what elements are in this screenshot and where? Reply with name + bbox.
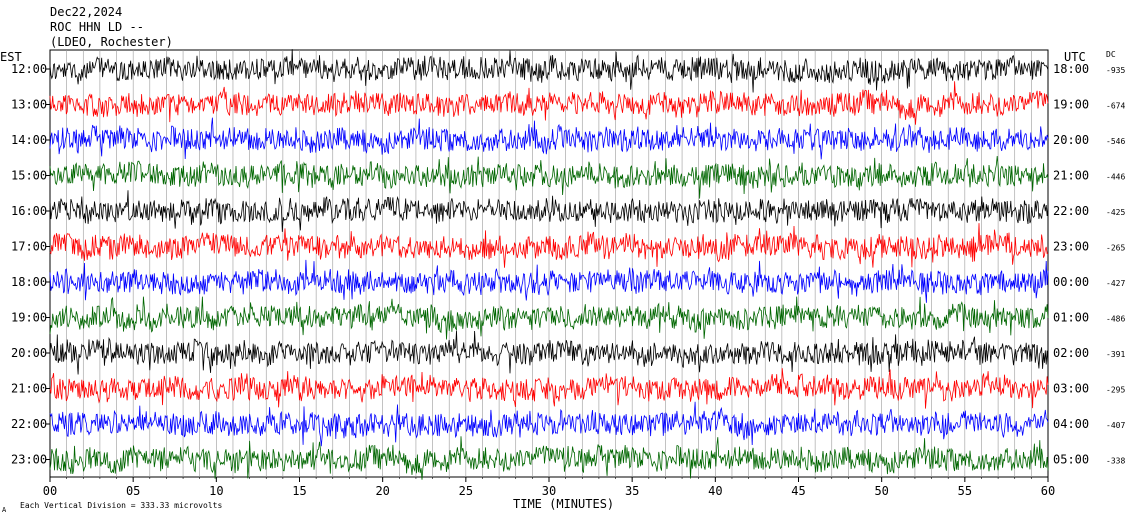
x-tick-label: 00 — [43, 484, 57, 498]
x-tick-label: 30 — [542, 484, 556, 498]
x-axis-title: TIME (MINUTES) — [513, 497, 614, 511]
x-tick-label: 60 — [1041, 484, 1055, 498]
utc-label: 01:00 — [1053, 311, 1089, 325]
row-labels: 12:00 18:00 -935 13:00 19:00 -674 14:00 20:00 -5… — [11, 62, 1125, 467]
header-location: (LDEO, Rochester) — [50, 35, 173, 49]
trace-2300 — [49, 436, 1049, 480]
dc-value: -338 — [1106, 457, 1125, 466]
utc-label: 22:00 — [1053, 204, 1089, 218]
dc-value: -391 — [1106, 350, 1125, 359]
dc-value: -425 — [1106, 208, 1125, 217]
trace-1900 — [49, 296, 1049, 340]
header-date: Dec22,2024 — [50, 5, 122, 19]
x-tick-label: 40 — [708, 484, 722, 498]
est-label: 17:00 — [11, 240, 47, 254]
est-label: 22:00 — [11, 417, 47, 431]
utc-label: 03:00 — [1053, 382, 1089, 396]
est-label: 23:00 — [11, 453, 47, 467]
left-axis-label: EST — [0, 50, 22, 64]
trace-1300 — [49, 81, 1049, 125]
trace-1800 — [49, 259, 1049, 303]
dc-value: -674 — [1106, 102, 1125, 111]
footer-mark: A — [2, 506, 7, 514]
dc-value: -486 — [1106, 315, 1125, 324]
x-tick-label: 15 — [292, 484, 306, 498]
dc-value: -407 — [1106, 421, 1125, 430]
dc-value: -446 — [1106, 173, 1125, 182]
scale-note: Each Vertical Division = 333.33 microvol… — [20, 501, 222, 510]
x-tick-label: 20 — [375, 484, 389, 498]
est-label: 18:00 — [11, 275, 47, 289]
est-label: 14:00 — [11, 133, 47, 147]
trace-2100 — [49, 368, 1049, 409]
x-tick-label: 55 — [958, 484, 972, 498]
right-axis-label: UTC — [1064, 50, 1086, 64]
utc-label: 04:00 — [1053, 417, 1089, 431]
utc-label: 02:00 — [1053, 346, 1089, 360]
est-label: 20:00 — [11, 346, 47, 360]
dc-value: -295 — [1106, 386, 1125, 395]
dc-value: -546 — [1106, 137, 1125, 146]
utc-label: 19:00 — [1053, 98, 1089, 112]
dc-value: -427 — [1106, 279, 1125, 288]
utc-label: 00:00 — [1053, 275, 1089, 289]
trace-1500 — [49, 155, 1049, 199]
utc-label: 05:00 — [1053, 453, 1089, 467]
est-label: 21:00 — [11, 382, 47, 396]
trace-2000 — [49, 330, 1049, 375]
est-label: 16:00 — [11, 204, 47, 218]
dc-value: -935 — [1106, 66, 1125, 75]
utc-label: 20:00 — [1053, 133, 1089, 147]
utc-label: 23:00 — [1053, 240, 1089, 254]
est-label: 13:00 — [11, 98, 47, 112]
trace-1700 — [49, 223, 1049, 268]
minute-grid — [66, 50, 1032, 477]
x-tick-label: 45 — [791, 484, 805, 498]
trace-1400 — [49, 117, 1049, 160]
utc-label: 21:00 — [1053, 169, 1089, 183]
est-label: 12:00 — [11, 62, 47, 76]
dc-label: DC — [1106, 50, 1116, 59]
x-tick-label: 10 — [209, 484, 223, 498]
trace-2200 — [49, 401, 1049, 447]
est-label: 15:00 — [11, 169, 47, 183]
dc-value: -265 — [1106, 244, 1125, 253]
trace-layer — [49, 49, 1049, 480]
header-station: ROC HHN LD -- — [50, 20, 144, 34]
x-tick-label: 35 — [625, 484, 639, 498]
x-tick-label: 50 — [874, 484, 888, 498]
x-tick-label: 05 — [126, 484, 140, 498]
trace-1600 — [49, 190, 1049, 232]
utc-label: 18:00 — [1053, 62, 1089, 76]
est-label: 19:00 — [11, 311, 47, 325]
x-tick-label: 25 — [459, 484, 473, 498]
x-axis: 00 05 10 15 20 25 30 35 40 45 50 55 60 — [43, 477, 1055, 498]
trace-1200 — [49, 49, 1049, 93]
